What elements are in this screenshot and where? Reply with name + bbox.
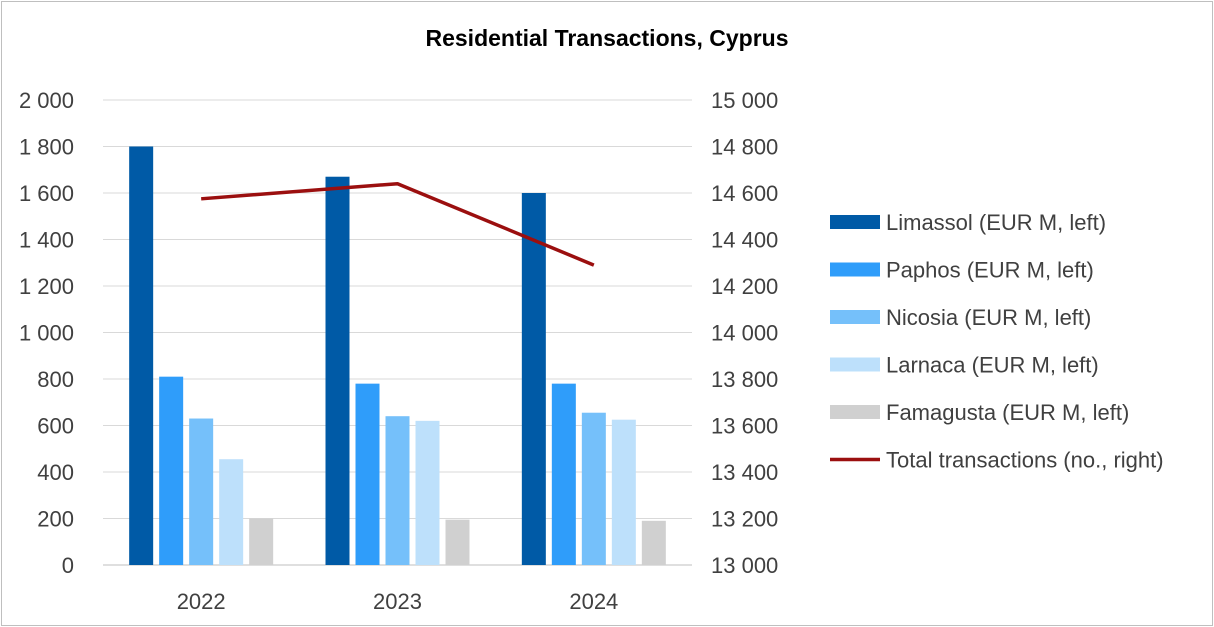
right-tick-label: 13 600 bbox=[711, 414, 778, 439]
left-tick-label: 1 000 bbox=[19, 321, 74, 346]
bar-limassol-2023 bbox=[325, 176, 350, 565]
legend-swatch bbox=[830, 262, 880, 277]
bar-limassol-2024 bbox=[521, 193, 546, 565]
right-tick-label: 14 800 bbox=[711, 135, 778, 160]
bar-nicosia-2023 bbox=[385, 416, 410, 565]
bar-larnaca-2024 bbox=[611, 419, 636, 565]
bar-paphos-2023 bbox=[355, 383, 380, 565]
legend-label: Total transactions (no., right) bbox=[886, 448, 1164, 473]
x-tick-label: 2024 bbox=[569, 589, 618, 614]
bar-famagusta-2024 bbox=[641, 520, 666, 565]
bar-larnaca-2022 bbox=[219, 459, 244, 565]
x-axis: 2022 2023 2024 bbox=[177, 589, 619, 614]
legend-swatch bbox=[830, 405, 880, 419]
right-tick-label: 13 200 bbox=[711, 507, 778, 532]
line-total-transactions bbox=[201, 181, 595, 267]
right-tick-label: 14 000 bbox=[711, 321, 778, 346]
left-tick-label: 1 200 bbox=[19, 274, 74, 299]
bar-larnaca-2023 bbox=[415, 420, 440, 565]
x-tick-label: 2022 bbox=[177, 589, 226, 614]
left-tick-label: 800 bbox=[37, 367, 74, 392]
line-series bbox=[201, 181, 595, 267]
left-tick-label: 400 bbox=[37, 460, 74, 485]
left-tick-label: 1 600 bbox=[19, 181, 74, 206]
legend-label: Nicosia (EUR M, left) bbox=[886, 305, 1091, 330]
bar-famagusta-2023 bbox=[445, 519, 470, 565]
legend-swatch bbox=[830, 310, 880, 324]
left-tick-label: 0 bbox=[62, 553, 74, 578]
left-tick-label: 600 bbox=[37, 414, 74, 439]
bar-nicosia-2024 bbox=[581, 412, 606, 565]
x-tick-label: 2023 bbox=[373, 589, 422, 614]
right-tick-label: 13 400 bbox=[711, 460, 778, 485]
left-tick-label: 200 bbox=[37, 507, 74, 532]
legend-swatch bbox=[830, 215, 880, 229]
right-axis: 13 000 13 200 13 400 13 600 13 800 14 000 14 2… bbox=[711, 88, 778, 578]
chart-title: Residential Transactions, Cyprus bbox=[425, 25, 788, 51]
legend-label: Famagusta (EUR M, left) bbox=[886, 400, 1129, 425]
left-axis: 0 200 400 600 800 1 000 1 200 1 400 1 600 1 800 2 … bbox=[19, 88, 74, 578]
legend-swatch bbox=[830, 357, 880, 372]
bar-limassol-2022 bbox=[129, 146, 154, 565]
right-tick-label: 15 000 bbox=[711, 88, 778, 113]
bars bbox=[129, 146, 666, 565]
left-tick-label: 1 800 bbox=[19, 135, 74, 160]
legend-label: Larnaca (EUR M, left) bbox=[886, 353, 1099, 378]
bar-paphos-2022 bbox=[159, 376, 184, 565]
bar-paphos-2024 bbox=[551, 383, 576, 565]
bar-famagusta-2022 bbox=[249, 518, 274, 565]
bar-nicosia-2022 bbox=[189, 418, 214, 565]
right-tick-label: 14 600 bbox=[711, 181, 778, 206]
left-tick-label: 2 000 bbox=[19, 88, 74, 113]
legend: Limassol (EUR M, left) Paphos (EUR M, lef… bbox=[830, 210, 1164, 473]
right-tick-label: 13 000 bbox=[711, 553, 778, 578]
right-tick-label: 14 200 bbox=[711, 274, 778, 299]
right-tick-label: 14 400 bbox=[711, 228, 778, 253]
right-tick-label: 13 800 bbox=[711, 367, 778, 392]
legend-label: Limassol (EUR M, left) bbox=[886, 210, 1106, 235]
legend-label: Paphos (EUR M, left) bbox=[886, 258, 1094, 283]
left-tick-label: 1 400 bbox=[19, 228, 74, 253]
